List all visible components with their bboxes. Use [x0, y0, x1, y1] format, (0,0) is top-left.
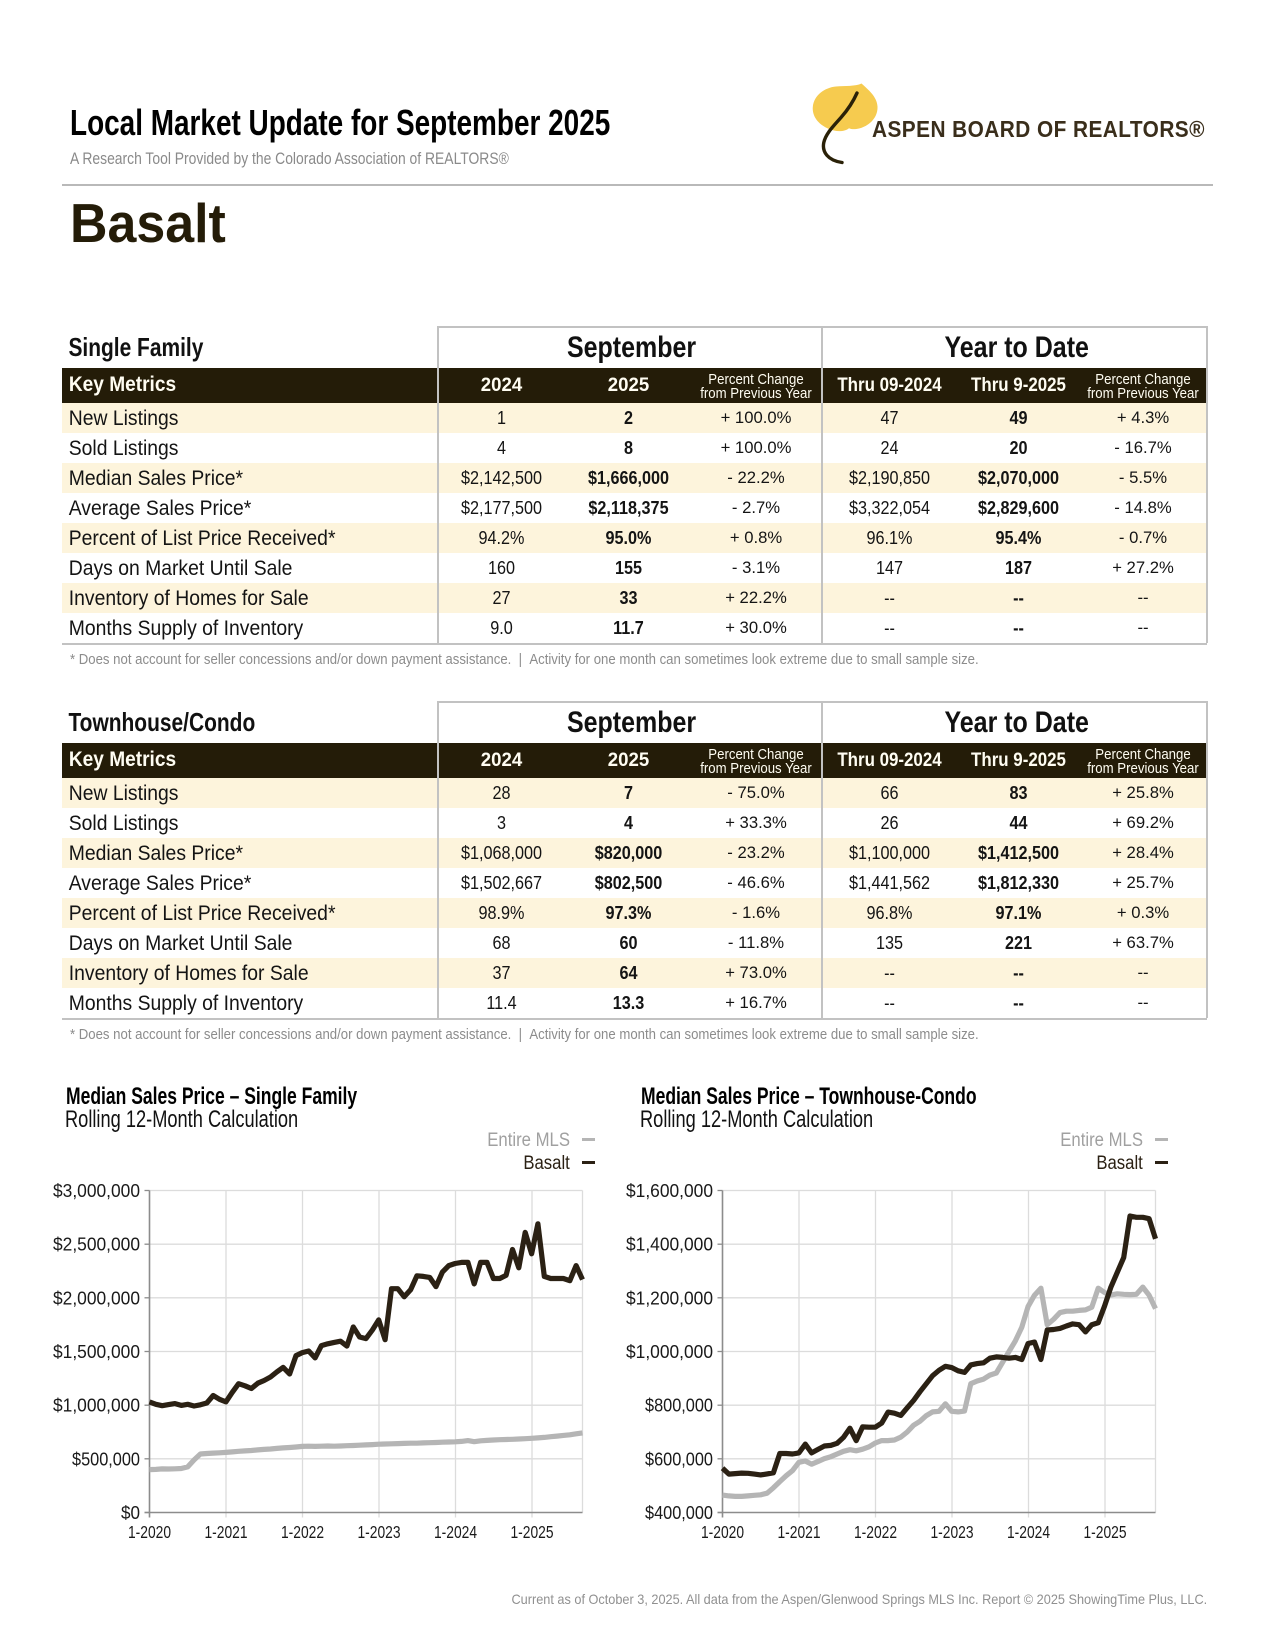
svg-text:1-2020: 1-2020 — [701, 1522, 744, 1542]
svg-text:$1,000,000: $1,000,000 — [626, 1342, 713, 1362]
svg-text:1-2022: 1-2022 — [854, 1522, 897, 1542]
svg-text:1-2024: 1-2024 — [1007, 1522, 1050, 1542]
svg-text:$800,000: $800,000 — [645, 1396, 713, 1416]
svg-text:$1,500,000: $1,500,000 — [53, 1342, 140, 1362]
svg-text:1-2023: 1-2023 — [931, 1522, 974, 1542]
svg-text:1-2021: 1-2021 — [778, 1522, 821, 1542]
svg-text:$2,500,000: $2,500,000 — [53, 1235, 140, 1255]
svg-text:1-2021: 1-2021 — [205, 1522, 248, 1542]
svg-text:1-2020: 1-2020 — [128, 1522, 171, 1542]
svg-text:$1,600,000: $1,600,000 — [626, 1181, 713, 1201]
svg-text:$1,400,000: $1,400,000 — [626, 1235, 713, 1255]
svg-text:$3,000,000: $3,000,000 — [53, 1181, 140, 1201]
svg-text:$0: $0 — [121, 1503, 140, 1523]
svg-text:1-2025: 1-2025 — [1084, 1522, 1127, 1542]
svg-text:1-2024: 1-2024 — [434, 1522, 477, 1542]
svg-text:1-2023: 1-2023 — [358, 1522, 401, 1542]
svg-text:1-2025: 1-2025 — [511, 1522, 554, 1542]
svg-text:$600,000: $600,000 — [645, 1449, 713, 1469]
svg-text:$400,000: $400,000 — [645, 1503, 713, 1523]
svg-text:$1,000,000: $1,000,000 — [53, 1396, 140, 1416]
svg-text:$1,200,000: $1,200,000 — [626, 1288, 713, 1308]
svg-text:$2,000,000: $2,000,000 — [53, 1288, 140, 1308]
svg-text:1-2022: 1-2022 — [281, 1522, 324, 1542]
svg-text:$500,000: $500,000 — [72, 1449, 140, 1469]
